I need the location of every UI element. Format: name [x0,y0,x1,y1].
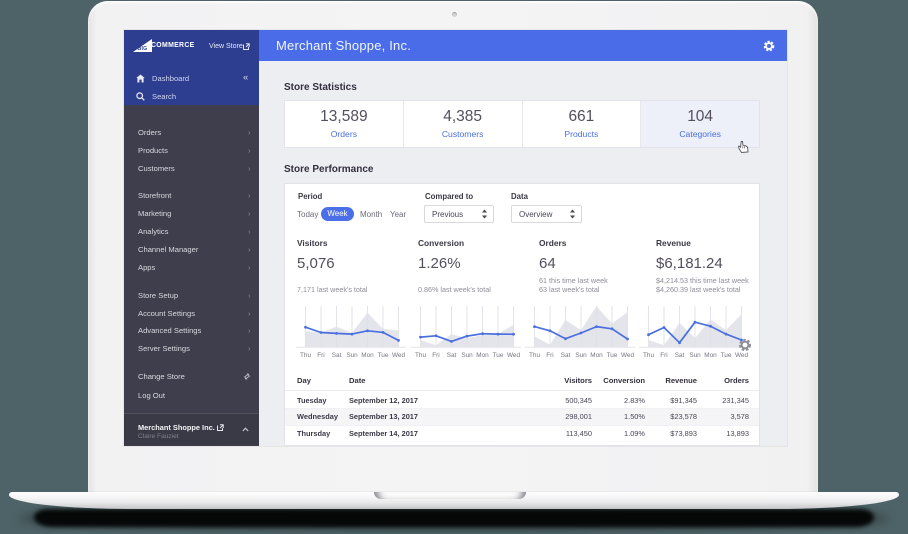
svg-text:Sun: Sun [689,352,701,359]
svg-text:Wed: Wed [507,352,520,359]
svg-text:Mon: Mon [361,352,374,359]
svg-text:Thu: Thu [415,352,426,359]
svg-text:Fri: Fri [432,352,439,359]
svg-text:Sat: Sat [332,352,342,359]
svg-text:Wed: Wed [392,352,405,359]
svg-text:Sat: Sat [675,352,685,359]
svg-text:Thu: Thu [643,352,654,359]
svg-text:Sun: Sun [346,352,358,359]
svg-text:Tue: Tue [378,352,389,359]
svg-text:Mon: Mon [476,352,489,359]
svg-text:Wed: Wed [621,352,634,359]
svg-text:Sun: Sun [461,352,473,359]
svg-text:Sat: Sat [561,352,571,359]
svg-text:Fri: Fri [546,352,553,359]
svg-text:Mon: Mon [590,352,603,359]
svg-text:Sun: Sun [575,352,587,359]
svg-text:Mon: Mon [704,352,717,359]
svg-text:Fri: Fri [660,352,667,359]
svg-text:Tue: Tue [493,352,504,359]
svg-text:Wed: Wed [735,352,748,359]
svg-text:Thu: Thu [300,352,311,359]
svg-text:Sat: Sat [447,352,457,359]
svg-text:BIG: BIG [137,46,147,52]
svg-text:Tue: Tue [607,352,618,359]
svg-text:Thu: Thu [529,352,540,359]
svg-text:Fri: Fri [317,352,324,359]
svg-text:Tue: Tue [721,352,732,359]
